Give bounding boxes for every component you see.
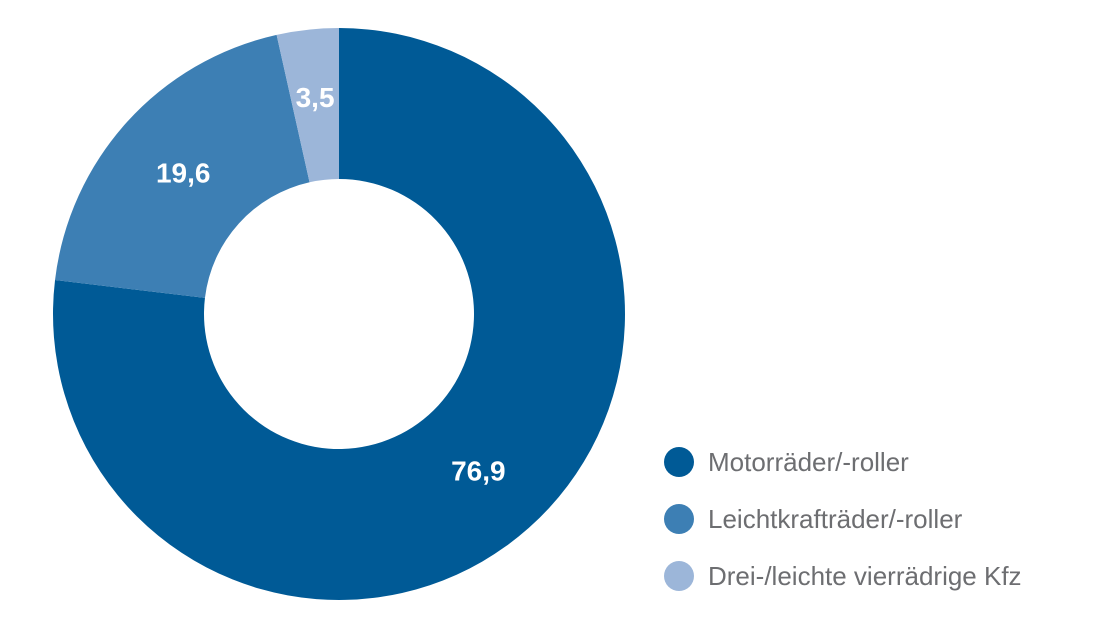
legend-swatch-leichtkraftraeder [664,504,694,534]
legend-label-leichtkraftraeder: Leichtkrafträder/-roller [708,503,963,534]
donut-slice-2 [276,28,339,183]
donut-slices [53,28,626,600]
donut-slice-0 [53,28,626,600]
legend-label-drei-vierraedrige: Drei-/leichte vierrädrige Kfz [708,560,1022,591]
legend-item-leichtkraftraeder: Leichtkrafträder/-roller [664,503,1022,535]
slice-labels: 76,9 19,6 3,5 [156,82,506,487]
legend-item-motorraeder: Motorräder/-roller [664,446,1022,478]
donut-slice-1 [55,34,310,298]
slice-label-2: 3,5 [296,82,335,113]
legend-item-drei-vierraedrige: Drei-/leichte vierrädrige Kfz [664,560,1022,592]
legend-swatch-drei-vierraedrige [664,561,694,591]
legend-label-motorraeder: Motorräder/-roller [708,446,909,477]
slice-label-1: 19,6 [156,158,211,189]
legend: Motorräder/-roller Leichtkrafträder/-rol… [664,446,1022,592]
legend-swatch-motorraeder [664,447,694,477]
slice-label-0: 76,9 [451,456,506,487]
